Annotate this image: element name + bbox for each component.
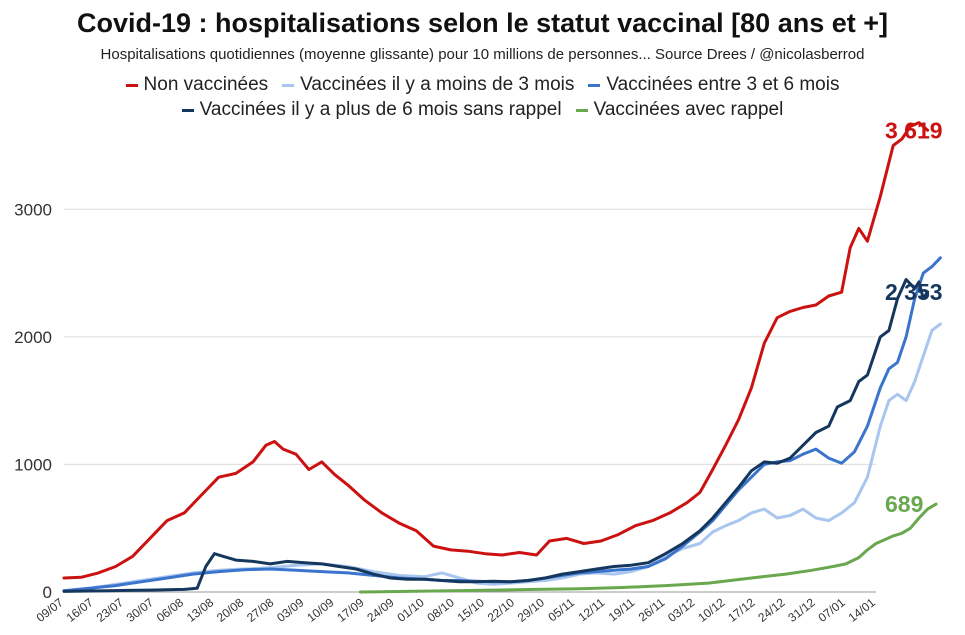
series-line — [62, 256, 942, 593]
y-tick-label: 3000 — [14, 200, 52, 219]
x-tick-label: 24/09 — [364, 595, 397, 625]
series-end-label: 689 — [885, 491, 923, 517]
x-tick-label: 10/12 — [695, 595, 728, 625]
legend-label: Vaccinées il y a moins de 3 mois — [300, 74, 575, 95]
legend-swatch-lightblue — [282, 83, 295, 87]
legend-swatch-red — [125, 83, 138, 87]
legend-item-plus-6-mois: Vaccinées il y a plus de 6 mois sans rap… — [181, 99, 562, 121]
legend-item-avec-rappel: Vaccinées avec rappel — [575, 99, 784, 121]
x-tick-label: 06/08 — [154, 595, 187, 625]
legend-label: Vaccinées avec rappel — [593, 99, 784, 120]
legend-item-moins-3-mois: Vaccinées il y a moins de 3 mois — [282, 74, 574, 96]
x-tick-label: 15/10 — [455, 595, 488, 625]
x-tick-label: 13/08 — [184, 595, 217, 625]
x-tick-label: 20/08 — [214, 595, 247, 625]
x-tick-label: 26/11 — [636, 595, 668, 624]
x-tick-label: 31/12 — [785, 595, 818, 625]
x-tick-label: 17/09 — [334, 595, 367, 625]
x-tick-label: 23/07 — [94, 595, 127, 625]
series-line — [62, 121, 930, 580]
x-tick-label: 03/09 — [274, 595, 307, 625]
chart-title: Covid-19 : hospitalisations selon le sta… — [77, 8, 888, 38]
x-tick-label: 03/12 — [665, 595, 698, 625]
legend-item-non-vaccinees: Non vaccinées — [125, 74, 269, 96]
legend-swatch-navy — [181, 108, 194, 112]
y-tick-label: 0 — [43, 583, 52, 602]
chart-subtitle: Hospitalisations quotidiennes (moyenne g… — [100, 46, 865, 63]
legend-label: Vaccinées entre 3 et 6 mois — [606, 74, 840, 95]
x-tick-label: 17/12 — [725, 595, 758, 625]
x-tick-label: 08/10 — [425, 595, 458, 625]
series-line — [62, 278, 930, 593]
legend-label: Non vaccinées — [143, 74, 269, 95]
x-tick-label: 07/01 — [815, 595, 848, 625]
x-tick-label: 29/10 — [515, 595, 548, 625]
x-tick-label: 16/07 — [64, 595, 97, 625]
legend-swatch-blue — [588, 83, 601, 87]
legend-item-3-6-mois: Vaccinées entre 3 et 6 mois — [588, 74, 839, 96]
series-line — [62, 322, 942, 593]
x-tick-label: 27/08 — [244, 595, 277, 625]
y-tick-label: 1000 — [14, 455, 52, 474]
legend-row-2: Vaccinées il y a plus de 6 mois sans rap… — [0, 99, 965, 121]
x-tick-label: 01/10 — [394, 595, 427, 625]
x-tick-label: 30/07 — [124, 595, 157, 625]
x-tick-label: 22/10 — [485, 595, 518, 625]
series-line — [358, 502, 938, 594]
series-end-label: 2 353 — [885, 279, 943, 305]
x-tick-label: 10/09 — [304, 595, 337, 625]
x-tick-label: 24/12 — [755, 595, 788, 625]
y-tick-label: 2000 — [14, 328, 52, 347]
x-tick-label: 12/11 — [576, 595, 608, 624]
legend-swatch-green — [575, 108, 588, 112]
legend-label: Vaccinées il y a plus de 6 mois sans rap… — [199, 99, 562, 120]
x-tick-label: 05/11 — [546, 595, 578, 624]
x-tick-label: 19/11 — [606, 595, 638, 624]
legend-row-1: Non vaccinées Vaccinées il y a moins de … — [0, 74, 965, 96]
series-end-label: 3 619 — [885, 117, 943, 143]
x-tick-label: 14/01 — [846, 595, 879, 625]
